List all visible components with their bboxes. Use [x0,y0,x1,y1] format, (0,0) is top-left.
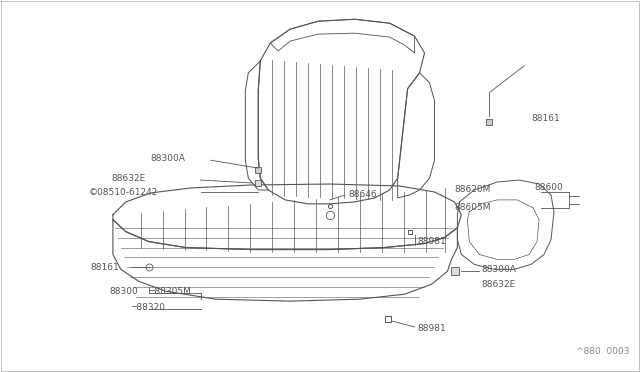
Text: 88161: 88161 [531,114,560,123]
Text: ─88305M: ─88305M [148,287,191,296]
Text: 88161: 88161 [90,263,119,272]
Text: 88600: 88600 [534,183,563,192]
Text: 88300: 88300 [109,287,138,296]
Text: ©08510-61242: ©08510-61242 [89,189,158,198]
Text: 88632E: 88632E [111,174,145,183]
Text: ^880  0003: ^880 0003 [575,347,629,356]
Text: 88981: 88981 [417,324,446,333]
Text: 88605M: 88605M [454,203,491,212]
Text: ─88320: ─88320 [131,302,165,312]
Text: 88300A: 88300A [481,265,516,274]
Text: 88981: 88981 [417,237,446,246]
Text: 88646: 88646 [348,190,376,199]
Text: 88620M: 88620M [454,186,491,195]
Text: 88632E: 88632E [481,280,516,289]
Text: 88300A: 88300A [151,154,186,163]
